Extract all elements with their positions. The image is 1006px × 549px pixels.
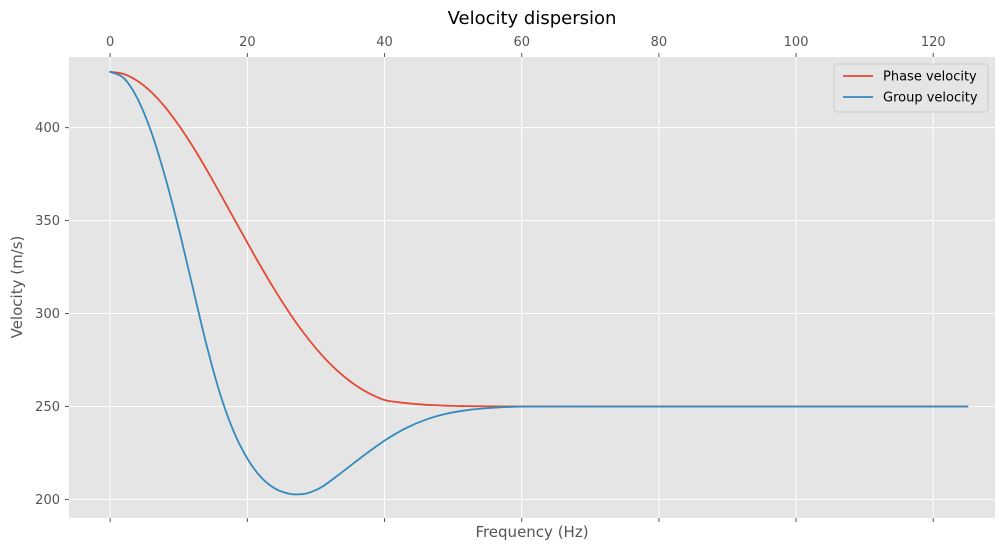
x-axis-label: Frequency (Hz) — [475, 523, 588, 541]
legend-label-group-velocity: Group velocity — [883, 91, 978, 106]
x-tick-label: 0 — [106, 35, 114, 50]
chart-title: Velocity dispersion — [448, 8, 617, 29]
y-tick-label: 350 — [35, 214, 60, 229]
legend-label-phase-velocity: Phase velocity — [883, 70, 977, 85]
x-tick-label: 120 — [921, 35, 946, 50]
y-axis-label: Velocity (m/s) — [8, 236, 26, 339]
legend: Phase velocity Group velocity — [833, 63, 989, 113]
tick-labels: 0 20 40 60 80 100 120 200 250 300 350 400 — [35, 35, 946, 522]
plot-background — [69, 57, 995, 518]
x-tick-label: 20 — [239, 35, 256, 50]
x-tick-label: 40 — [376, 35, 393, 50]
x-tick-label: 60 — [513, 35, 530, 50]
y-tick-label: 250 — [35, 400, 60, 415]
y-tick-label: 400 — [35, 121, 60, 136]
series-lines — [109, 70, 969, 496]
series-line-group-velocity — [109, 70, 969, 496]
x-tick-label: 80 — [651, 35, 668, 50]
x-tick-label: 100 — [784, 35, 809, 50]
y-tick-label: 300 — [35, 307, 60, 322]
y-tick-label: 200 — [35, 493, 60, 508]
